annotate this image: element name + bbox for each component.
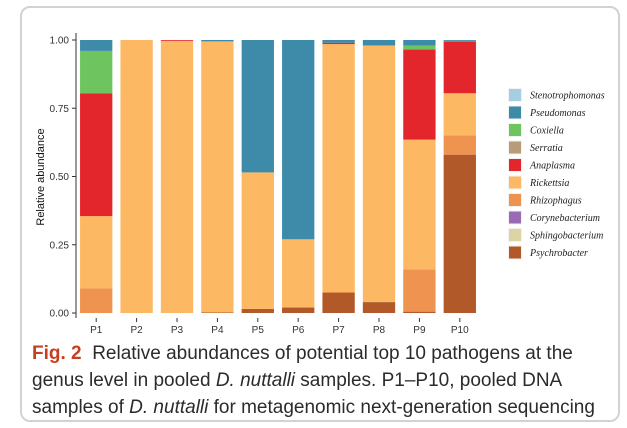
bar-segment-p10-coxiella	[443, 40, 476, 42]
x-tick-label-p7: P7	[332, 325, 345, 336]
legend-swatch-stenotrophomonas	[509, 89, 521, 101]
legend: Stenotrophomonas Pseudomonas Coxiella Serra…	[508, 88, 605, 260]
legend-swatch-serratia	[509, 141, 521, 154]
legend-swatch-psychrobacter	[509, 246, 521, 259]
bar-segment-p7-rickettsia	[322, 44, 355, 293]
y-tick-label: 0.00	[50, 309, 70, 320]
legend-label-rickettsia: Rickettsia	[529, 178, 569, 189]
bar-segment-p1-anaplasma	[80, 93, 113, 217]
bar-segment-p8-rickettsia	[362, 45, 396, 303]
bar-segment-p7-pseudomonas	[322, 40, 355, 43]
bar-segment-p5-rickettsia	[241, 172, 274, 309]
bar-segment-p10-rhizophagus	[443, 135, 476, 155]
y-tick-label: 0.25	[50, 240, 70, 251]
legend-swatch-anaplasma	[509, 159, 521, 171]
caption-species-1: D. nuttalli	[215, 370, 296, 391]
bar-segment-p9-rickettsia	[403, 139, 436, 270]
x-tick-label-p4: P4	[211, 325, 224, 336]
legend-swatch-rickettsia	[509, 176, 521, 189]
bar-segment-p10-psychrobacter	[443, 154, 476, 313]
legend-label-anaplasma: Anaplasma	[529, 161, 575, 172]
bar-segment-p1-coxiella	[80, 50, 113, 94]
legend-label-rhizophagus: Rhizophagus	[529, 196, 582, 207]
bars	[80, 40, 476, 313]
figure-frame	[20, 6, 620, 422]
bar-segment-p1-pseudomonas	[80, 40, 113, 51]
legend-swatch-corynebacterium	[509, 211, 521, 224]
figure-label: Fig. 2	[32, 343, 82, 364]
x-tick-label-p6: P6	[292, 325, 305, 336]
bar-segment-p6-psychrobacter	[282, 307, 315, 313]
x-tick-label-p2: P2	[130, 325, 143, 336]
bar-segment-p1-rickettsia	[80, 216, 113, 289]
bar-segment-p6-rickettsia	[282, 239, 315, 308]
legend-label-psychrobacter: Psychrobacter	[529, 248, 588, 259]
x-tick-label-p1: P1	[90, 325, 103, 336]
y-tick-label: 0.50	[50, 172, 70, 183]
bar-segment-p3-anaplasma	[160, 40, 194, 41]
stacked-bar-chart: Relative abundance 0.000.250.500.751.00 …	[35, 33, 605, 336]
bar-segment-p4-pseudomonas	[201, 40, 234, 42]
bar-segment-p9-psychrobacter	[403, 311, 436, 313]
legend-label-corynebacterium: Corynebacterium	[530, 213, 600, 224]
bar-segment-p10-rickettsia	[443, 93, 476, 136]
legend-label-sphingobacterium: Sphingobacterium	[530, 231, 603, 242]
bar-segment-p8-psychrobacter	[362, 302, 396, 313]
bar-segment-p2-rickettsia	[120, 40, 153, 313]
figure-caption: Fig. 2 Relative abundances of potential …	[32, 340, 614, 421]
bar-segment-p4-rickettsia	[201, 41, 234, 313]
legend-swatch-rhizophagus	[509, 194, 521, 206]
bar-segment-p9-anaplasma	[403, 49, 436, 140]
caption-text-3: for metagenomic next-generation sequenci…	[208, 397, 595, 418]
legend-swatch-pseudomonas	[509, 106, 521, 119]
bar-segment-p7-psychrobacter	[322, 292, 355, 313]
y-tick-label: 1.00	[50, 36, 70, 47]
bar-segment-p6-pseudomonas	[282, 40, 315, 240]
bar-segment-p3-rickettsia	[160, 40, 194, 313]
caption-text-2: samples. P1–P10, pooled DNA samples of	[32, 370, 562, 418]
legend-label-coxiella: Coxiella	[530, 126, 564, 137]
bar-segment-p1-rhizophagus	[80, 288, 113, 313]
bar-segment-p9-coxiella	[403, 45, 436, 50]
bar-segment-p5-pseudomonas	[241, 40, 274, 173]
bar-segment-p9-pseudomonas	[403, 40, 436, 46]
x-tick-label-p5: P5	[252, 325, 265, 336]
y-tick-label: 0.75	[50, 104, 70, 115]
bar-segment-p4-psychrobacter	[201, 312, 234, 313]
y-axis-ticks: 0.00 0.25 0.50 0.75 1.00	[50, 36, 76, 320]
bar-segment-p10-anaplasma	[443, 41, 476, 94]
x-tick-label-p8: P8	[373, 325, 386, 336]
x-tick-label-p10: P10	[451, 325, 469, 336]
legend-swatch-coxiella	[509, 124, 521, 136]
x-tick-label-p9: P9	[413, 325, 426, 336]
legend-label-stenotrophomonas: Stenotrophomonas	[530, 91, 605, 102]
bar-segment-p8-pseudomonas	[362, 40, 396, 46]
bar-segment-p5-psychrobacter	[241, 308, 274, 313]
caption-text-1: Relative abundances of potential top 10 …	[32, 343, 573, 391]
x-tick-label-p3: P3	[171, 325, 184, 336]
legend-swatch-sphingobacterium	[509, 229, 521, 241]
caption-species-2: D. nuttalli	[129, 397, 209, 418]
y-axis-label: Relative abundance	[35, 128, 47, 225]
legend-label-serratia: Serratia	[530, 143, 563, 154]
legend-label-pseudomonas: Pseudomonas	[529, 108, 586, 119]
bar-segment-p10-pseudomonas	[443, 40, 476, 41]
bar-segment-p9-rhizophagus	[403, 269, 436, 312]
bar-segment-p7-anaplasma	[322, 42, 355, 45]
x-axis-ticks: P1 P2 P3 P4 P5 P6 P7 P8 P9 P10	[90, 318, 469, 336]
